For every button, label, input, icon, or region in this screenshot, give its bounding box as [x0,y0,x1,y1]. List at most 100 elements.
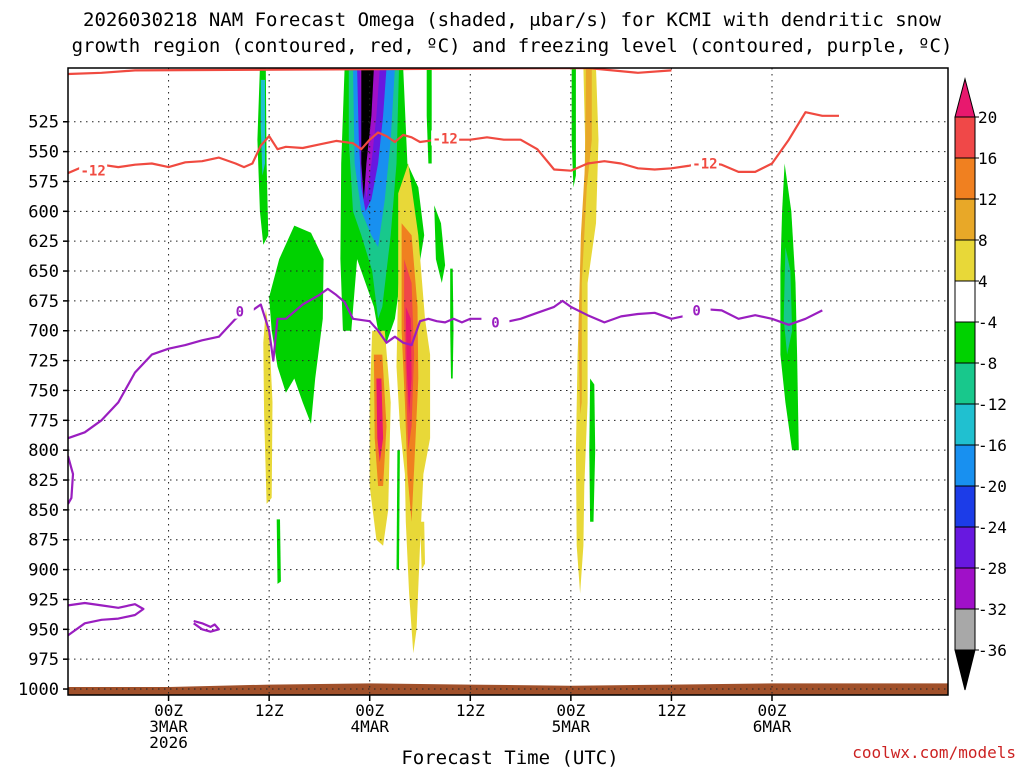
dendritic-label-0: -12 [80,164,105,180]
freezing-label-0: 0 [236,305,244,321]
plot-frame [67,67,949,696]
ytick-label-925: 925 [28,590,59,610]
xtick-label-48-1: 5MAR [552,717,591,736]
omega-region-sink-03z-5mar [575,68,599,594]
colorbar-label-8: -16 [978,436,1007,455]
colorbar-label-4: 4 [978,272,988,291]
omega-region-uvv-00z-6mar-teal [783,247,793,355]
colorbar-bin-4 [954,239,976,282]
xtick-label-36-0: 12Z [456,701,485,720]
ytick-label-550: 550 [28,143,59,163]
ytick-label-525: 525 [28,113,59,133]
temperature-contours: -12 -12 -12 0 0 0 [68,68,839,637]
colorbar-label-3: 8 [978,231,988,250]
colorbar-label-13: -36 [978,641,1007,660]
omega-region-sink-06z-4mar-core [405,306,412,415]
dendritic-label-1-bg [431,130,460,146]
omega-region-uvv-06z-5mar-lower [589,378,596,522]
freezing-label-2: 0 [692,303,700,319]
ytick-label-600: 600 [28,202,59,222]
chart-title-line-2: growth region (contoured, red, ºC) and f… [72,35,953,57]
colorbar-bin-2 [954,157,976,200]
freezing-label-1-bg [481,314,510,330]
dendritic-minus12-contour-top [68,68,672,76]
x-axis-label: Forecast Time (UTC) [401,747,618,768]
colorbar-label-1: 16 [978,149,997,168]
colorbar: 20 16 12 8 4 -4 -8 -12 -16 -20 -24 -28 -32 -36 [954,77,1007,691]
colorbar-label-9: -20 [978,477,1007,496]
ytick-label-975: 975 [28,650,59,670]
freezing-label-1: 0 [491,315,499,331]
colorbar-bin-9 [954,444,976,487]
dendritic-label-2-bg [690,155,719,171]
colorbar-bin-12 [954,567,976,610]
ytick-label-725: 725 [28,352,59,372]
colorbar-bin-8 [954,403,976,446]
ytick-label-675: 675 [28,292,59,312]
omega-region-sink-sliver-08z [420,521,425,570]
omega-region-sink-12z-3mar [263,309,273,504]
colorbar-bin-13 [954,608,976,651]
ytick-label-1000: 1000 [18,680,59,700]
freezing-level-contour [68,287,823,440]
xtick-label-24-0: 00Z [355,701,384,720]
xtick-label-60-0: 12Z [657,701,686,720]
colorbar-label-10: -24 [978,518,1007,537]
colorbar-bin-3 [954,198,976,241]
chart-title-line-1: 2026030218 NAM Forecast Omega (shaded, μ… [83,9,941,31]
dendritic-label-1: -12 [432,131,457,147]
ground-layer [68,683,948,695]
dendritic-label-0-bg [79,162,108,178]
freezing-label-2-bg [682,302,711,318]
colorbar-bin-7 [954,362,976,405]
ytick-label-775: 775 [28,411,59,431]
ytick-label-575: 575 [28,172,59,192]
xtick-label-0-2: 2026 [149,733,188,752]
colorbar-bin-10 [954,485,976,528]
ytick-label-650: 650 [28,262,59,282]
dotted-grid [68,68,948,695]
omega-region-sink-03z-5mar-orange [578,68,592,415]
ytick-label-875: 875 [28,531,59,551]
colorbar-label-11: -28 [978,559,1007,578]
omega-region-mid-uvv-block-3mar [269,225,324,424]
xtick-label-0-0: 00Z [154,701,183,720]
ytick-label-825: 825 [28,471,59,491]
omega-shading [257,68,799,654]
ytick-label-700: 700 [28,322,59,342]
colorbar-bin-11 [954,526,976,569]
xtick-label-72-1: 6MAR [753,717,792,736]
colorbar-label-0: 20 [978,108,997,127]
freezing-level-loop [193,619,220,633]
xtick-label-72-0: 00Z [758,701,787,720]
ytick-label-950: 950 [28,620,59,640]
colorbar-label-12: -32 [978,600,1007,619]
xtick-label-24-1: 4MAR [350,717,389,736]
ytick-label-850: 850 [28,501,59,521]
dendritic-label-2: -12 [692,157,717,173]
freezing-label-0-bg [225,303,254,319]
omega-region-main-uvv-core [361,68,374,200]
xtick-label-12-0: 12Z [255,701,284,720]
ytick-label-625: 625 [28,232,59,252]
y-axis: 525 550 575 600 625 650 675 700 725 750 775 800 825 8… [18,113,68,700]
omega-region-uvv-09z-4mar [450,268,454,379]
ytick-label-750: 750 [28,381,59,401]
omega-region-uvv-sliver-12z [276,519,281,584]
colorbar-bin-6 [954,321,976,364]
colorbar-label-6: -8 [978,354,997,373]
colorbar-bottom-arrow [954,649,976,691]
colorbar-label-5: -4 [978,313,997,332]
colorbar-label-2: 12 [978,190,997,209]
ground-surface [68,683,948,695]
colorbar-bin-5 [954,280,976,323]
freezing-level-left-loop [68,455,75,505]
omega-region-uvv-00z-5mar [571,68,576,188]
omega-region-sink-00z-4mar-core [376,378,384,463]
ytick-label-800: 800 [28,441,59,461]
freezing-level-contour-lower [68,601,145,637]
colorbar-label-7: -12 [978,395,1007,414]
